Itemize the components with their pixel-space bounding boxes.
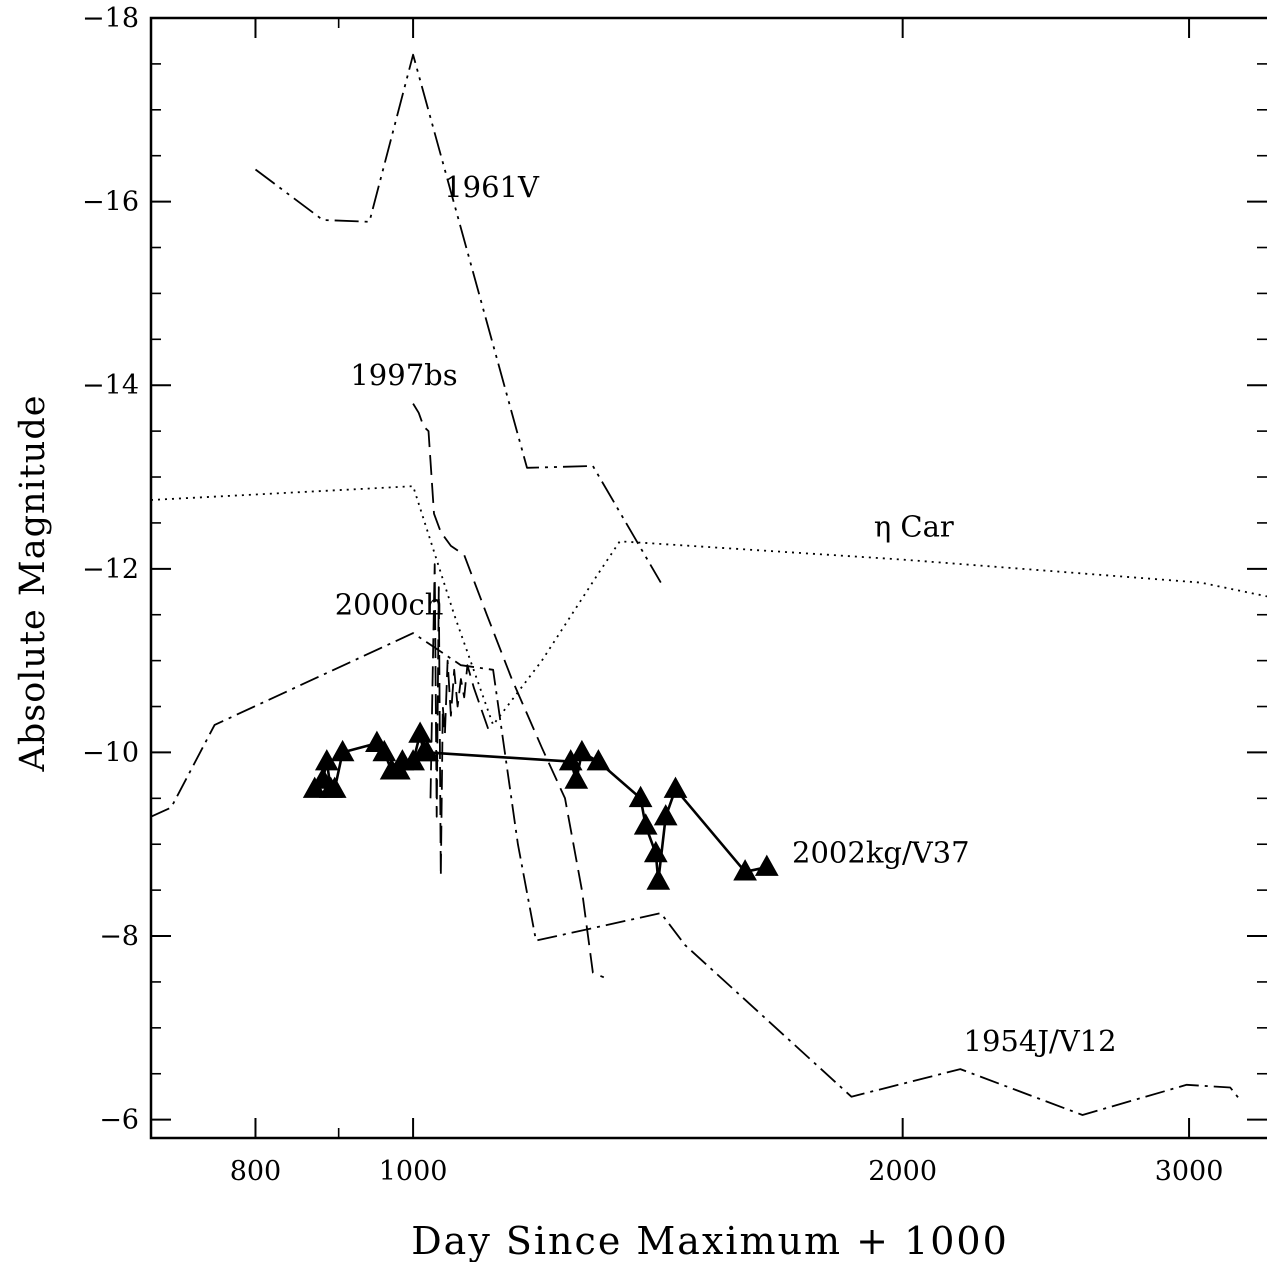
series-line-car [150, 485, 1267, 726]
series-line-1997bs [412, 403, 605, 979]
series-label-1997bs: 1997bs [350, 358, 457, 392]
data-point-2002kg-v37 [322, 776, 347, 798]
series-label-2002kg-v37: 2002kg/V37 [792, 836, 970, 870]
data-point-2002kg-v37 [646, 868, 671, 890]
data-point-2002kg-v37 [586, 749, 611, 771]
y-tick-label: −10 [82, 737, 139, 768]
data-point-2002kg-v37 [733, 859, 757, 881]
series-line-1961v [254, 53, 662, 584]
y-tick-label: −14 [82, 370, 139, 401]
y-tick-label: −18 [82, 3, 139, 34]
tick-layer: −6 −8 −10 −12 −14 −16 −18 800 1000 2000 3000 [82, 3, 1267, 1187]
y-tick-label: −6 [99, 1105, 139, 1136]
data-point-2002kg-v37 [564, 767, 589, 789]
series-line-1954j-v12 [150, 632, 1242, 1116]
data-point-2002kg-v37 [330, 739, 355, 762]
x-tick-label: 800 [230, 1156, 282, 1187]
data-point-2002kg-v37 [633, 813, 658, 835]
plot-frame [149, 16, 1267, 1140]
y-tick-label: −8 [99, 921, 139, 952]
y-tick-label: −12 [82, 554, 139, 585]
x-tick-label: 2000 [868, 1156, 937, 1187]
y-tick-label: −16 [82, 187, 139, 218]
data-point-2002kg-v37 [415, 739, 439, 762]
data-point-2002kg-v37 [628, 785, 653, 808]
data-point-2002kg-v37 [663, 776, 688, 798]
data-point-2002kg-v37 [408, 721, 432, 743]
data-point-2002kg-v37 [643, 840, 668, 863]
series-label-1961v: 1961V [444, 170, 540, 204]
x-tick-label: 1000 [379, 1156, 448, 1187]
y-axis-title: Absolute Magnitude [13, 395, 53, 773]
series-label-2000ch: 2000ch [335, 588, 444, 622]
data-point-2002kg-v37 [653, 804, 678, 826]
series-label-car: η Car [874, 510, 954, 544]
data-point-2002kg-v37 [372, 739, 397, 762]
series-line-2000ch [429, 563, 491, 878]
series-label-1954j-v12: 1954J/V12 [964, 1024, 1117, 1058]
data-point-2002kg-v37 [754, 854, 779, 876]
data-point-2002kg-v37 [570, 739, 594, 762]
x-tick-label: 3000 [1155, 1156, 1224, 1187]
x-axis-title: Day Since Maximum + 1000 [411, 1219, 1009, 1262]
marker-layer [302, 721, 779, 890]
annotation-layer: 1961V 1997bs η Car 2000ch 2002kg/V37 1954J/V1… [335, 170, 1117, 1058]
